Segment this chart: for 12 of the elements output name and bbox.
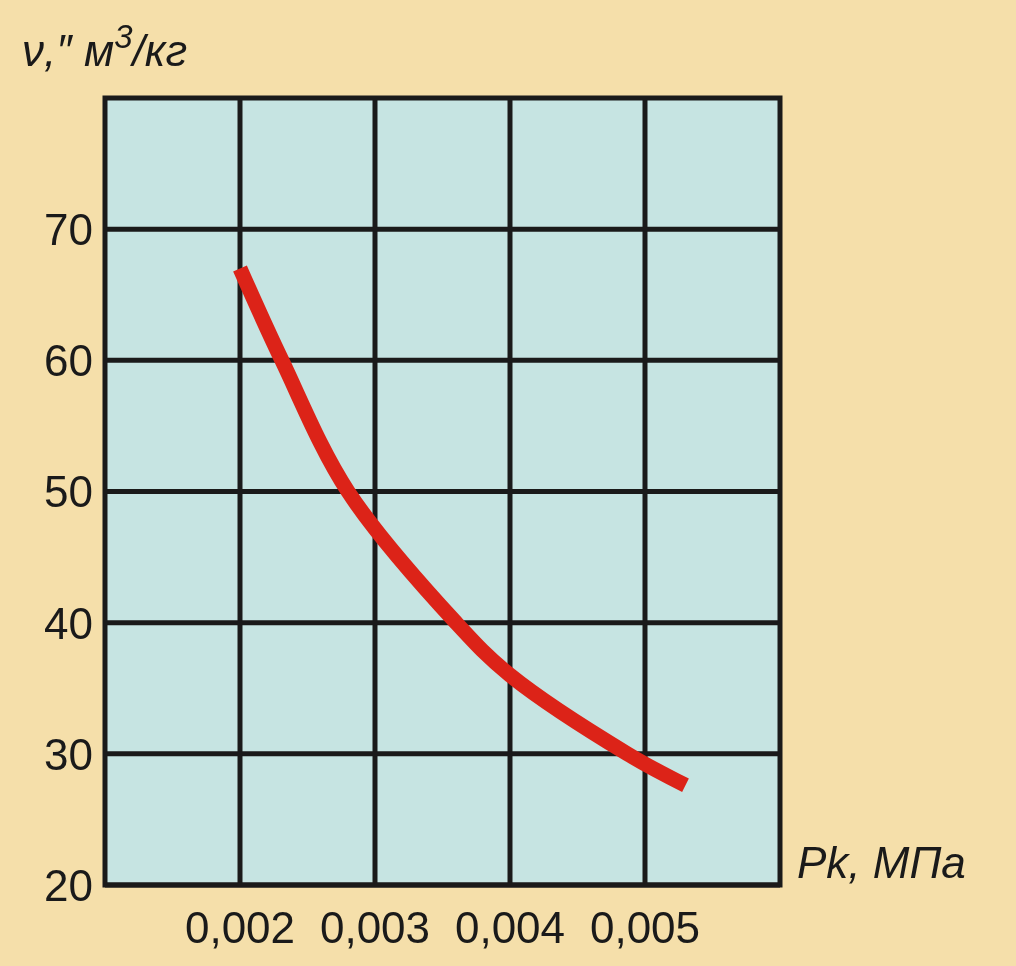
x-tick-label: 0,003 (319, 903, 431, 952)
x-axis-title: Pk, МПа (797, 838, 966, 887)
y-axis-title: ν,″ м$^{3}$/кг (22, 17, 188, 75)
y-tick-label: 50 (44, 467, 93, 517)
x-tick-label: 0,005 (589, 903, 701, 952)
y-tick-label: 30 (44, 729, 93, 779)
y-tick-label: 60 (44, 336, 93, 386)
y-tick-label: 20 (44, 860, 93, 910)
y-tick-label: 70 (44, 205, 93, 255)
x-tick-label: 0,004 (454, 903, 566, 952)
x-tick-label: 0,002 (184, 903, 296, 952)
y-tick-label: 40 (44, 598, 93, 648)
